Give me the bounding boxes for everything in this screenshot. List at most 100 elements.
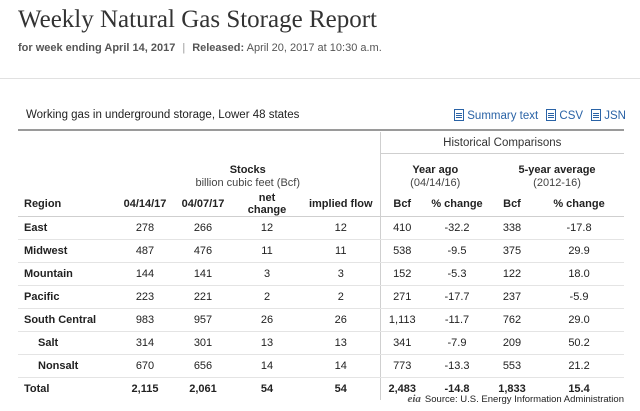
json-link[interactable]: JSN (591, 109, 626, 122)
year-ago-group-header: Year ago (04/14/16) (379, 153, 490, 192)
document-icon (454, 109, 465, 121)
value-cell: 50.2 (534, 331, 625, 355)
value-cell: 13 (302, 331, 380, 355)
value-cell: 266 (174, 216, 232, 240)
value-cell: 2,483 (379, 377, 424, 400)
value-cell: 3 (232, 262, 302, 286)
value-cell: 14 (232, 354, 302, 378)
value-cell: 122 (490, 262, 534, 286)
report-dateline: for week ending April 14, 2017 | Released:… (18, 42, 382, 54)
historical-header-row: Historical Comparisons (18, 132, 625, 154)
separator: | (182, 42, 186, 54)
value-cell: 152 (379, 262, 424, 286)
stocks-group-header: Stocks billion cubic feet (Bcf) (195, 164, 301, 189)
summary-text-link[interactable]: Summary text (454, 109, 538, 122)
column-header: % change (424, 192, 490, 217)
value-cell: -17.8 (534, 216, 625, 240)
value-cell: 141 (174, 262, 232, 286)
region-cell: Pacific (18, 285, 116, 309)
five-year-group-header: 5-year average (2012-16) (518, 164, 596, 189)
source-note: eia Source: U.S. Energy Information Admin… (407, 393, 624, 405)
value-cell: 18.0 (534, 262, 625, 286)
table-top-rule (18, 129, 624, 131)
value-cell: 1,113 (379, 308, 424, 332)
value-cell: -17.7 (424, 285, 490, 309)
value-cell: 487 (116, 239, 174, 263)
value-cell: 670 (116, 354, 174, 378)
value-cell: 29.9 (534, 239, 625, 263)
value-cell: 476 (174, 239, 232, 263)
value-cell: 21.2 (534, 354, 625, 378)
region-cell: Nonsalt (18, 354, 116, 378)
value-cell: 2 (232, 285, 302, 309)
value-cell: -14.8 (424, 377, 490, 400)
value-cell: 338 (490, 216, 534, 240)
column-header: Bcf (490, 192, 534, 217)
value-cell: 314 (116, 331, 174, 355)
csv-link[interactable]: CSV (546, 109, 583, 122)
value-cell: 553 (490, 354, 534, 378)
value-cell: 957 (174, 308, 232, 332)
value-cell: 278 (116, 216, 174, 240)
value-cell: 271 (379, 285, 424, 309)
value-cell: 223 (116, 285, 174, 309)
value-cell: 538 (379, 239, 424, 263)
released-label: Released: (192, 42, 245, 54)
value-cell: 983 (116, 308, 174, 332)
group-header-row: Stocks billion cubic feet (Bcf) Year ago(… (18, 153, 624, 192)
page-title: Weekly Natural Gas Storage Report (18, 6, 377, 33)
value-cell: 221 (174, 285, 232, 309)
value-cell: 54 (302, 377, 380, 400)
column-header: net change (232, 192, 302, 217)
storage-table: Historical Comparisons Stocks billion cub… (18, 132, 625, 400)
eia-logo: eia (407, 393, 421, 405)
table-row: Midwest 487 476 11 11 538 -9.5 375 29.9 (18, 239, 625, 263)
value-cell: 209 (490, 331, 534, 355)
table-row: South Central 983 957 26 26 1,113 -11.7 762 29.0 (18, 308, 625, 332)
region-cell: South Central (18, 308, 116, 332)
region-cell: East (18, 216, 116, 240)
region-cell: Total (18, 377, 116, 400)
value-cell: 2 (302, 285, 380, 309)
value-cell: -7.9 (424, 331, 490, 355)
source-text: Source: U.S. Energy Information Administ… (424, 394, 624, 405)
column-header: Bcf (379, 192, 424, 217)
value-cell: 13 (232, 331, 302, 355)
value-cell: -9.5 (424, 239, 490, 263)
download-links: Summary text CSV JSN (449, 109, 626, 122)
released-value: April 20, 2017 at 10:30 a.m. (246, 42, 382, 54)
column-header: 04/14/17 (116, 192, 174, 217)
value-cell: 762 (490, 308, 534, 332)
region-cell: Midwest (18, 239, 116, 263)
value-cell: 2,115 (116, 377, 174, 400)
table-row: East 278 266 12 12 410 -32.2 338 -17.8 (18, 216, 625, 240)
column-header: Region (18, 192, 116, 217)
total-row: Total 2,115 2,061 54 54 2,483 -14.8 1,833 15.4 (18, 377, 625, 400)
table-title: Working gas in underground storage, Lowe… (26, 109, 300, 121)
document-icon (591, 109, 602, 121)
value-cell: 14 (302, 354, 380, 378)
historical-comparisons-label: Historical Comparisons (379, 132, 625, 154)
header-divider (0, 78, 640, 79)
value-cell: -13.3 (424, 354, 490, 378)
value-cell: 11 (232, 239, 302, 263)
value-cell: -32.2 (424, 216, 490, 240)
value-cell: 11 (302, 239, 380, 263)
value-cell: 15.4 (534, 377, 625, 400)
value-cell: -11.7 (424, 308, 490, 332)
value-cell: 375 (490, 239, 534, 263)
value-cell: 3 (302, 262, 380, 286)
value-cell: 12 (302, 216, 380, 240)
column-header: 04/07/17 (174, 192, 232, 217)
value-cell: 26 (232, 308, 302, 332)
table-row: Salt 314 301 13 13 341 -7.9 209 50.2 (18, 331, 625, 355)
week-label: for week ending April 14, 2017 (18, 42, 176, 54)
region-cell: Salt (18, 331, 116, 355)
value-cell: 301 (174, 331, 232, 355)
table-row: Pacific 223 221 2 2 271 -17.7 237 -5.9 (18, 285, 625, 309)
table-row: Nonsalt 670 656 14 14 773 -13.3 553 21.2 (18, 354, 625, 378)
value-cell: 26 (302, 308, 380, 332)
value-cell: 237 (490, 285, 534, 309)
value-cell: 54 (232, 377, 302, 400)
table-body: East 278 266 12 12 410 -32.2 338 -17.8 Midwest 487… (18, 216, 625, 400)
